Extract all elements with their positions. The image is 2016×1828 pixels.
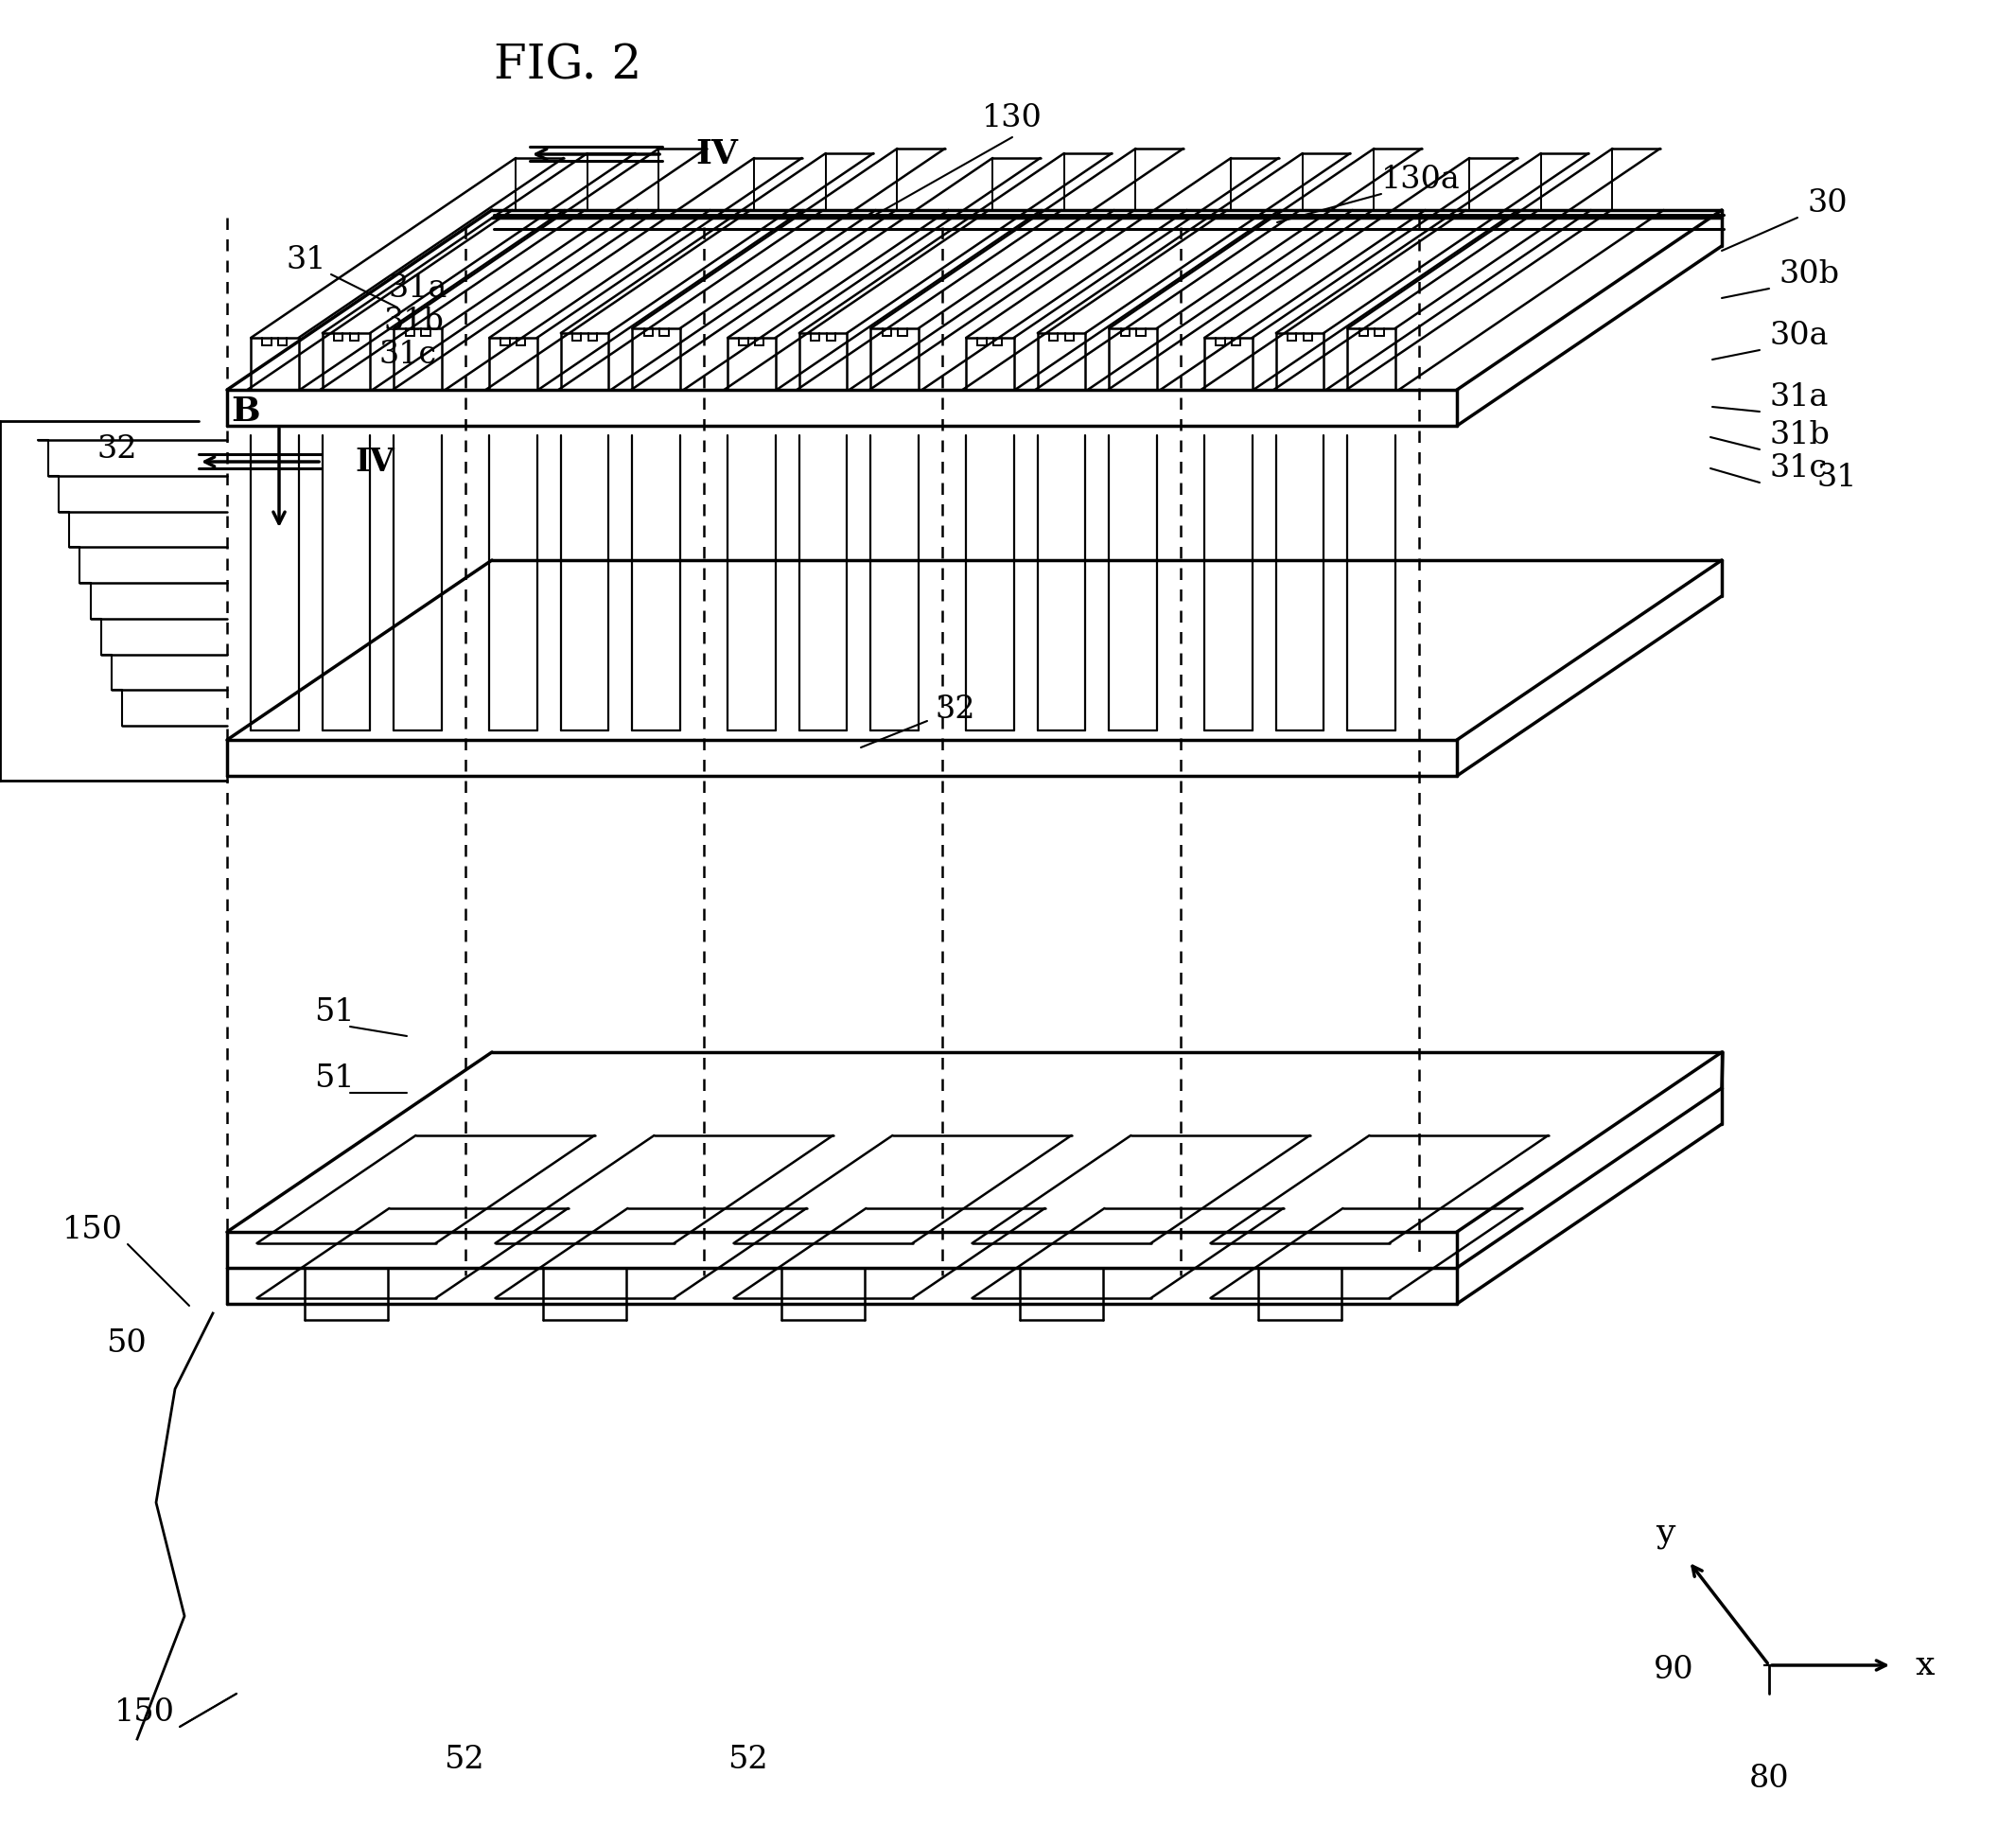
Text: y: y: [1655, 1517, 1675, 1548]
Text: 51: 51: [314, 1064, 355, 1093]
Text: 130a: 130a: [1381, 165, 1460, 196]
Text: 150: 150: [62, 1216, 123, 1245]
Text: 31: 31: [1816, 462, 1857, 494]
Text: 50: 50: [107, 1329, 147, 1358]
Text: 32: 32: [935, 695, 976, 724]
Text: 31a: 31a: [1770, 382, 1829, 413]
Text: 150: 150: [115, 1698, 175, 1727]
Text: 30b: 30b: [1778, 260, 1839, 289]
Text: 31a: 31a: [387, 274, 448, 303]
Text: 30a: 30a: [1770, 320, 1829, 351]
Text: FIG. 2: FIG. 2: [494, 42, 641, 90]
Text: IV: IV: [696, 139, 738, 170]
Text: IV: IV: [355, 446, 395, 477]
Text: 51: 51: [314, 998, 355, 1027]
Text: 31c: 31c: [379, 340, 435, 369]
Text: 52: 52: [444, 1744, 484, 1775]
Text: 31: 31: [286, 245, 327, 276]
Text: 52: 52: [728, 1744, 768, 1775]
Text: 80: 80: [1750, 1764, 1790, 1793]
Text: x: x: [1915, 1649, 1935, 1682]
Text: 32: 32: [97, 435, 137, 464]
Text: 30: 30: [1806, 188, 1847, 219]
Text: 90: 90: [1653, 1654, 1693, 1685]
Text: 130: 130: [982, 102, 1042, 133]
Text: 31c: 31c: [1770, 453, 1826, 483]
Text: 31b: 31b: [1770, 420, 1829, 450]
Text: 31b: 31b: [383, 307, 444, 336]
Text: B: B: [232, 395, 260, 428]
